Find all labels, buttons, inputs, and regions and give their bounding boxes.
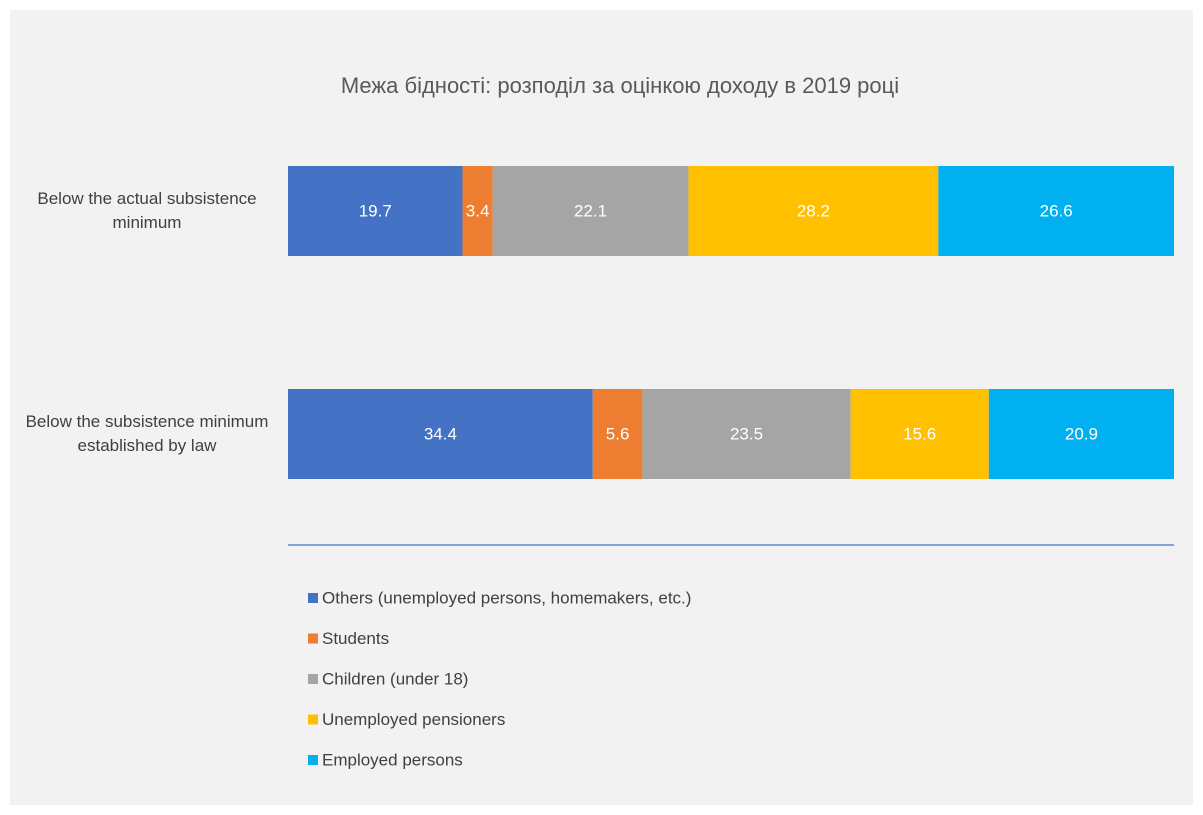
bar-segment bbox=[492, 166, 689, 256]
data-label: 15.6 bbox=[903, 424, 936, 443]
bar-segment bbox=[288, 166, 463, 256]
legend-swatch bbox=[308, 674, 318, 684]
legend-swatch bbox=[308, 755, 318, 765]
data-label: 20.9 bbox=[1065, 424, 1098, 443]
legend-swatch bbox=[308, 633, 318, 644]
data-label: 22.1 bbox=[574, 201, 607, 220]
bar-segment bbox=[642, 389, 851, 479]
data-label: 26.6 bbox=[1040, 201, 1073, 220]
bar-segment bbox=[462, 166, 493, 256]
data-label: 28.2 bbox=[797, 201, 830, 220]
bar-segment bbox=[288, 389, 593, 479]
bar-segment bbox=[988, 389, 1174, 479]
legend-swatch bbox=[308, 714, 318, 725]
y-tick-label: Below the subsistence minimum establishe… bbox=[25, 412, 269, 455]
legend-swatch bbox=[308, 593, 318, 603]
data-label: 19.7 bbox=[359, 201, 392, 220]
legend-label: Unemployed pensioners bbox=[322, 710, 505, 729]
bar-segment bbox=[850, 389, 989, 479]
y-tick-label: Below the actual subsistence minimum bbox=[37, 189, 257, 232]
bar-segment bbox=[938, 166, 1174, 256]
data-label: 34.4 bbox=[424, 424, 457, 443]
chart-title: Межа бідності: розподіл за оцінкою доход… bbox=[341, 73, 899, 98]
legend-label: Others (unemployed persons, homemakers, … bbox=[322, 588, 691, 607]
legend-label: Students bbox=[322, 629, 389, 648]
legend-label: Children (under 18) bbox=[322, 669, 468, 688]
data-label: 3.4 bbox=[466, 201, 490, 220]
bar-segment bbox=[688, 166, 939, 256]
bar-segment bbox=[592, 389, 643, 479]
data-label: 23.5 bbox=[730, 424, 763, 443]
data-label: 5.6 bbox=[606, 424, 630, 443]
legend-label: Employed persons bbox=[322, 750, 463, 769]
